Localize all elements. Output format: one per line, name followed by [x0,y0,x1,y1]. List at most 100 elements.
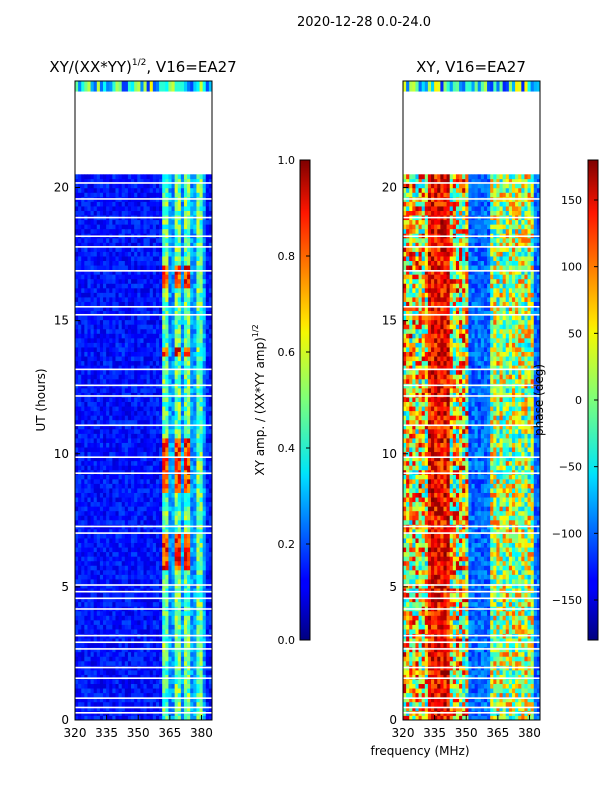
heatmap-cell [84,533,88,539]
heatmap-cell [109,610,113,616]
heatmap-cell [165,651,169,657]
heatmap-cell [75,297,79,302]
heatmap-cell [196,560,200,566]
heatmap-cell [109,456,113,462]
heatmap-cell [152,460,157,466]
heatmap-cell [159,428,163,434]
heatmap-cell [162,260,166,266]
heatmap-cell [208,406,212,412]
heatmap-cell [118,474,123,480]
heatmap-cell [174,624,179,630]
heatmap-cell [90,224,95,230]
heatmap-cell [96,369,101,375]
heatmap-cell [159,692,163,698]
heatmap-cell [149,660,154,666]
heatmap-cell [106,242,110,248]
heatmap-cell [152,337,157,343]
heatmap-cell [187,601,191,607]
heatmap-cell [131,374,135,380]
heatmap-cell [87,324,91,330]
heatmap-cell [112,392,116,398]
heatmap-cell [155,610,160,616]
heatmap-cell [124,660,129,666]
heatmap-cell [177,706,182,712]
heatmap-cell [190,688,194,694]
heatmap-cell [152,301,157,307]
heatmap-cell [96,219,101,225]
heatmap-cell [155,506,160,512]
heatmap-cell [202,483,207,489]
heatmap-cell [180,415,185,421]
heatmap-cell [134,242,138,248]
heatmap-cell [134,206,138,211]
heatmap-cell [155,697,160,703]
heatmap-cell [78,319,82,325]
heatmap-cell [155,715,160,720]
heatmap-cell [112,237,116,243]
heatmap-cell [171,683,176,689]
heatmap-cell [103,528,107,534]
heatmap-cell [140,438,144,443]
heatmap-cell [140,324,144,330]
heatmap-cell [190,597,194,603]
heatmap-cell [165,615,169,621]
heatmap-cell [199,688,204,694]
heatmap-cell [146,588,151,594]
heatmap-cell [193,274,197,280]
heatmap-cell [109,442,113,448]
heatmap-cell [134,310,138,316]
heatmap-cell [90,246,95,252]
heatmap-cell [87,660,91,666]
heatmap-cell [112,251,116,257]
heatmap-cell [118,592,123,598]
heatmap-cell [174,560,179,566]
heatmap-cell [171,579,176,584]
heatmap-cell [174,287,179,293]
heatmap-cell [124,706,129,712]
heatmap-cell [112,583,116,589]
heatmap-cell [165,547,169,553]
heatmap-cell [78,442,82,448]
heatmap-cell [205,629,210,634]
heatmap-cell [103,401,107,407]
heatmap-cell [165,624,169,630]
heatmap-cell [115,228,119,234]
heatmap-cell [180,365,185,371]
heatmap-cell [208,515,212,521]
heatmap-cell [115,374,119,380]
heatmap-cell [109,278,113,284]
heatmap-cell [112,551,116,557]
heatmap-cell [93,237,98,243]
heatmap-cell [162,610,166,616]
heatmap-cell [112,624,116,630]
heatmap-cell [199,660,204,666]
heatmap-cell [196,442,200,448]
heatmap-cell [127,201,132,207]
heatmap-cell [115,378,119,384]
heatmap-cell [180,297,185,302]
heatmap-cell [155,588,160,594]
heatmap-cell [78,624,82,630]
heatmap-cell [149,228,154,234]
heatmap-cell [162,451,166,457]
heatmap-cell [84,679,88,685]
heatmap-cell [183,410,188,416]
heatmap-cell [78,579,82,584]
heatmap-cell [127,688,132,694]
heatmap-cell [143,397,148,403]
heatmap-cell [96,283,101,289]
heatmap-cell [155,428,160,434]
heatmap-cell [99,378,104,384]
heatmap-cell [199,615,204,621]
heatmap-cell [121,560,126,566]
heatmap-cell [196,501,200,507]
heatmap-cell [103,415,107,421]
heatmap-cell [115,297,119,302]
heatmap-cell [155,597,160,603]
heatmap-cell [103,679,107,685]
heatmap-cell [199,333,204,339]
heatmap-cell [78,242,82,248]
heatmap-cell [112,410,116,416]
heatmap-cell [193,306,197,312]
